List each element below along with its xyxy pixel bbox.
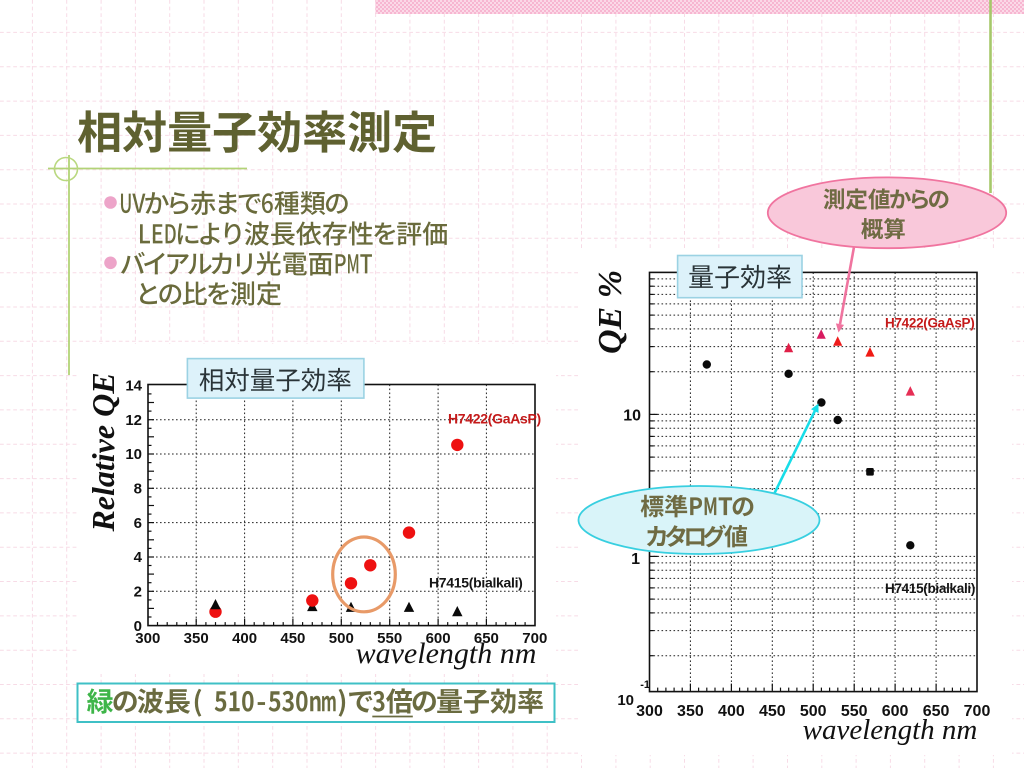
- svg-text:500: 500: [329, 630, 354, 647]
- svg-text:4: 4: [134, 549, 143, 566]
- svg-text:2: 2: [134, 584, 142, 601]
- svg-text:550: 550: [841, 703, 868, 720]
- svg-text:450: 450: [759, 703, 786, 720]
- svg-text:400: 400: [718, 703, 745, 720]
- svg-text:H7415(bialkali): H7415(bialkali): [429, 575, 523, 591]
- svg-text:300: 300: [135, 630, 160, 647]
- svg-text:Relative QE: Relative QE: [85, 372, 121, 532]
- svg-text:700: 700: [964, 703, 991, 720]
- svg-text:650: 650: [474, 630, 499, 647]
- svg-text:700: 700: [522, 630, 547, 647]
- svg-text:H7422(GaAsP): H7422(GaAsP): [448, 411, 541, 427]
- svg-text:500: 500: [800, 703, 827, 720]
- svg-text:1: 1: [631, 551, 640, 568]
- svg-text:0: 0: [134, 618, 142, 635]
- svg-text:600: 600: [882, 703, 909, 720]
- svg-text:650: 650: [923, 703, 950, 720]
- svg-text:H7422(GaAsP): H7422(GaAsP): [885, 316, 974, 331]
- svg-text:350: 350: [677, 703, 704, 720]
- svg-text:450: 450: [280, 630, 305, 647]
- svg-text:12: 12: [125, 412, 142, 429]
- svg-text:H7415(bialkali): H7415(bialkali): [885, 581, 975, 596]
- svg-text:8: 8: [134, 481, 142, 498]
- svg-text:QE %: QE %: [592, 270, 629, 354]
- svg-text:10: 10: [617, 692, 634, 709]
- svg-text:300: 300: [636, 703, 663, 720]
- svg-text:350: 350: [184, 630, 209, 647]
- svg-text:-1: -1: [640, 679, 650, 691]
- svg-text:wavelength nm: wavelength nm: [803, 714, 978, 746]
- svg-text:10: 10: [125, 446, 142, 463]
- svg-text:wavelength nm: wavelength nm: [356, 637, 537, 670]
- svg-text:600: 600: [426, 630, 451, 647]
- svg-text:400: 400: [232, 630, 257, 647]
- svg-text:550: 550: [377, 630, 402, 647]
- svg-text:10: 10: [623, 408, 641, 425]
- svg-text:14: 14: [125, 378, 142, 395]
- svg-text:6: 6: [134, 515, 142, 532]
